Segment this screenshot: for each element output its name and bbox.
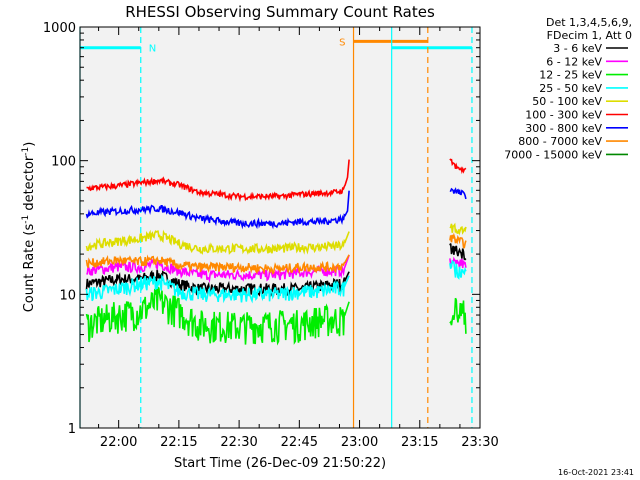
annotation-label: N [149,44,156,55]
series-line [85,269,350,298]
series-line [85,273,350,304]
series-line [85,254,350,275]
generated-timestamp: 16-Oct-2021 23:41 [558,468,634,477]
y-tick-label: 1 [68,422,76,437]
series-line [86,159,350,203]
legend: Det 1,3,4,5,6,9, FDecim 1, Att 0 3 - 6 k… [504,16,632,161]
legend-header-line: FDecim 1, Att 0 [547,29,632,42]
series-layer [85,158,467,346]
series-line-after-gap [449,297,467,334]
legend-label: 100 - 300 keV [525,109,602,122]
annotation-label: S [339,37,345,48]
legend-label: 3 - 6 keV [553,42,602,55]
legend-label: 25 - 50 keV [539,82,602,95]
x-tick-label: 22:15 [160,435,197,450]
x-tick-label: 22:45 [281,435,318,450]
series-line-after-gap [449,158,467,175]
y-axis-label: Count Rate (s-1 detector-1) [21,142,37,313]
y-tick-label: 1000 [43,21,76,36]
series-line [85,285,350,346]
y-axis-label-part: ) [22,142,37,147]
series-line [85,229,350,255]
y-axis-label-part: Count Rate (s [22,224,37,313]
y-tick-label: 10 [59,288,76,303]
legend-label: 800 - 7000 keV [518,135,602,148]
legend-label: 300 - 800 keV [525,122,602,135]
y-tick-label: 100 [51,155,76,170]
legend-label: 7000 - 15000 keV [504,148,602,161]
x-tick-label: 23:30 [461,435,498,450]
plot-area [80,27,480,428]
x-tick-label: 22:30 [220,435,257,450]
plot-frame [79,26,481,429]
y-axis-label-superscript: -1 [21,215,31,224]
chart-title: RHESSI Observing Summary Count Rates [125,3,435,21]
legend-header-line: Det 1,3,4,5,6,9, [546,16,632,29]
x-tick-label: 22:00 [100,435,137,450]
legend-label: 50 - 100 keV [532,95,602,108]
y-axis-label-superscript: -1 [21,147,31,156]
y-axis-label-part: detector [22,155,37,215]
annotation-layer: NS [79,27,473,428]
series-line [85,190,350,230]
x-tick-label: 23:00 [341,435,378,450]
series-line-after-gap [449,232,467,249]
series-line-after-gap [449,243,467,261]
x-tick-label: 23:15 [401,435,438,450]
legend-label: 12 - 25 keV [539,69,602,82]
series-line-after-gap [449,222,467,236]
axes-layer: 22:00 22:15 22:30 22:45 23:00 23:15 23:30 1 10 10… [43,21,499,450]
series-line-after-gap [449,259,467,280]
series-line-after-gap [449,187,467,200]
legend-label: 6 - 12 keV [546,55,602,68]
x-axis-label: Start Time (26-Dec-09 21:50:22) [174,456,386,471]
